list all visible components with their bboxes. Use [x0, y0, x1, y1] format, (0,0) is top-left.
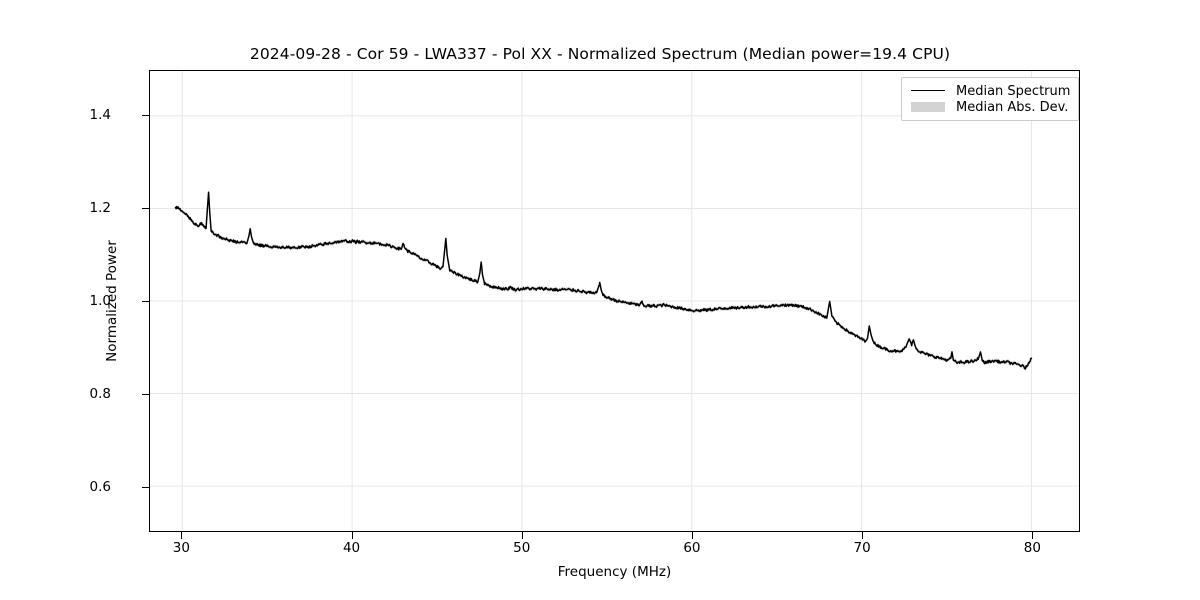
x-tick-mark — [181, 532, 183, 539]
data-layer — [174, 190, 1033, 371]
legend-label-median-spectrum: Median Spectrum — [956, 83, 1071, 99]
x-tick-label: 40 — [342, 540, 361, 556]
legend-entry-median-abs-dev: Median Abs. Dev. — [909, 99, 1070, 115]
page-title: 2024-09-28 - Cor 59 - LWA337 - Pol XX - … — [249, 45, 951, 63]
x-tick-mark — [1032, 532, 1034, 539]
y-tick-label: 0.6 — [89, 478, 111, 495]
x-tick-label: 50 — [513, 540, 531, 556]
y-tick-mark — [142, 301, 149, 302]
y-tick-label: 1.4 — [89, 107, 111, 124]
y-tick-mark — [142, 208, 149, 210]
mad-band — [175, 190, 1032, 371]
legend-label-median-abs-dev: Median Abs. Dev. — [956, 99, 1069, 115]
plot-axes — [149, 70, 1080, 532]
y-tick-label: 1.0 — [89, 293, 111, 309]
x-tick-mark — [521, 532, 523, 539]
legend: Median Spectrum Median Abs. Dev. — [901, 77, 1080, 121]
x-tick-mark — [862, 532, 864, 539]
x-tick-label: 80 — [1023, 540, 1041, 556]
median-spectrum-line — [174, 191, 1033, 370]
y-axis-label: Normalized Power — [104, 240, 120, 362]
y-tick-mark — [142, 486, 149, 488]
y-tick-label: 0.8 — [89, 385, 111, 402]
x-tick-mark — [691, 532, 693, 539]
x-tick-label: 70 — [853, 540, 871, 556]
legend-entry-median-spectrum: Median Spectrum — [909, 83, 1070, 99]
x-tick-mark — [351, 532, 353, 539]
x-tick-label: 60 — [683, 540, 701, 556]
y-tick-mark — [142, 115, 149, 117]
legend-patch-icon — [909, 100, 947, 114]
x-tick-label: 30 — [172, 540, 190, 556]
x-axis-label: Frequency (MHz) — [557, 564, 672, 580]
y-tick-label: 1.2 — [89, 200, 111, 217]
legend-line-icon — [909, 84, 947, 98]
y-tick-mark — [142, 393, 149, 395]
